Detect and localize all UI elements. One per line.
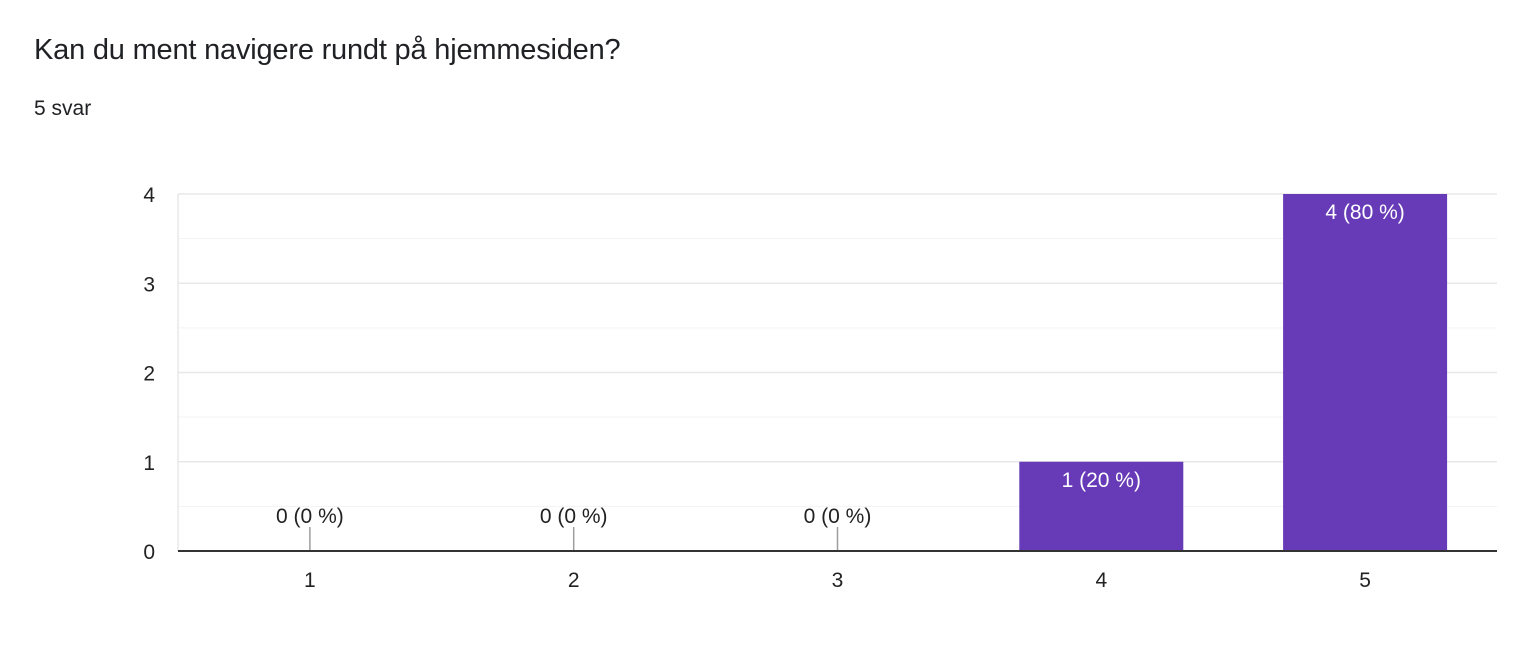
x-tick-label: 3 bbox=[832, 569, 844, 592]
bar-data-label: 0 (0 %) bbox=[540, 505, 608, 528]
bar bbox=[1283, 194, 1448, 551]
bar-data-label: 1 (20 %) bbox=[1062, 469, 1141, 492]
y-tick-label: 4 bbox=[143, 184, 155, 207]
y-tick-label: 3 bbox=[143, 273, 155, 296]
response-count: 5 svar bbox=[34, 97, 92, 120]
x-tick-label: 5 bbox=[1359, 569, 1371, 592]
y-tick-label: 0 bbox=[143, 541, 155, 564]
bar-data-label: 0 (0 %) bbox=[276, 505, 344, 528]
y-tick-label: 1 bbox=[143, 452, 155, 475]
x-tick-label: 4 bbox=[1095, 569, 1107, 592]
x-tick-label: 1 bbox=[304, 569, 316, 592]
bar bbox=[1019, 461, 1184, 551]
bar-data-label: 0 (0 %) bbox=[804, 505, 872, 528]
question-title: Kan du ment navigere rundt på hjemmeside… bbox=[34, 34, 621, 66]
y-tick-label: 2 bbox=[143, 363, 155, 386]
bar-data-label: 4 (80 %) bbox=[1325, 201, 1404, 224]
x-tick-label: 2 bbox=[568, 569, 580, 592]
